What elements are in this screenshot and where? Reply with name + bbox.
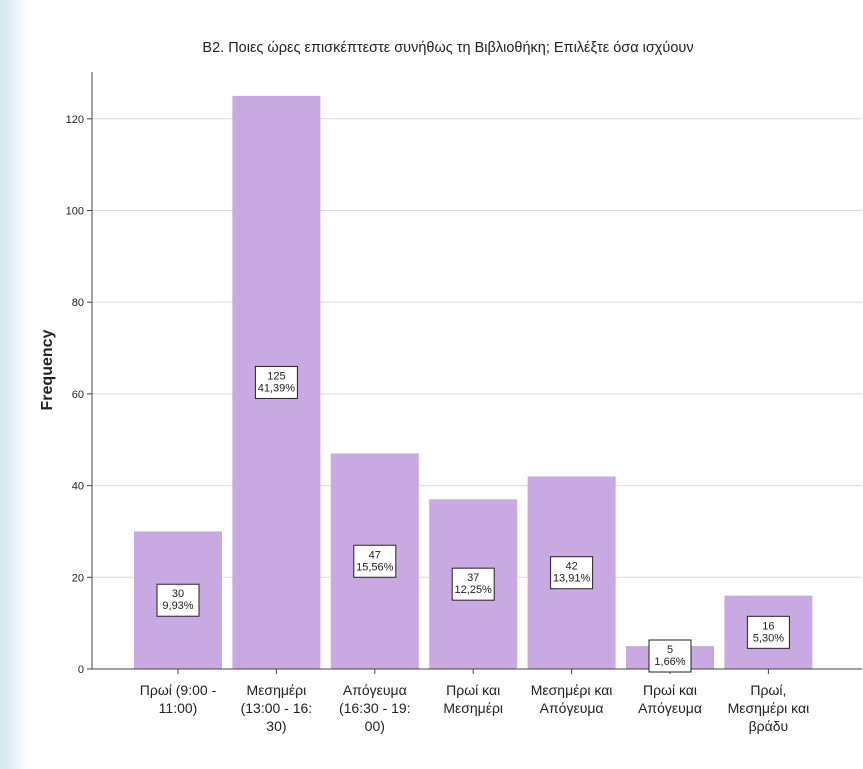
data-label: 16 [762,620,774,632]
data-label-box [353,544,397,578]
data-label-box [451,567,495,601]
x-tick-label: 11:00) [159,700,198,716]
data-label: 15,56% [356,561,394,573]
data-label: 42 [565,561,577,573]
y-tick-label: 120 [66,114,84,126]
x-tick-label: 30) [266,718,286,734]
axes [87,72,862,674]
data-label: 5 [667,644,673,656]
x-tick-label: Μεσημέρι [247,682,307,698]
y-tick-label: 60 [72,389,84,401]
data-label-box [156,583,200,617]
x-tick-label: Απόγευμα [638,700,702,716]
x-tick-label: 00) [365,718,385,734]
y-tick-label: 0 [78,664,84,676]
x-tick-label: Μεσημέρι και [728,700,810,716]
data-label: 30 [172,588,184,600]
y-tick-label: 20 [72,572,84,584]
y-tick-label: 40 [72,481,84,493]
data-label: 47 [369,549,381,561]
data-label: 41,39% [258,382,296,394]
y-axis-label: Frequency [39,329,56,410]
data-label: 12,25% [455,584,493,596]
x-tick-label: Πρωί (9:00 - [140,682,217,698]
x-tick-label: (13:00 - 16: [241,700,313,716]
data-label: 5,30% [753,632,784,644]
x-tick-label: Μεσημέρι και [531,682,613,698]
data-label: 37 [467,572,479,584]
x-tick-label: (16:30 - 19: [339,700,411,716]
x-tick-label: Πρωί και [446,682,500,698]
gridlines [92,118,862,578]
tick-labels: 0 20 40 60 80 100 120 Πρωί (9:00 - 11:00) Μεσημέρ… [66,114,810,734]
data-label: 13,91% [553,573,591,585]
x-tick-label: Πρωί, [750,682,786,698]
data-label-box [648,639,692,673]
data-label: 1,66% [654,656,685,668]
y-tick-label: 100 [66,206,84,218]
data-label-box [550,556,594,590]
x-tick-label: Πρωί και [643,682,697,698]
x-tick-label: Απόγευμα [343,682,407,698]
data-label: 9,93% [162,600,193,612]
y-tick-label: 80 [72,297,84,309]
data-label-box [746,615,790,649]
data-label: 125 [267,370,285,382]
data-label-box [254,365,298,399]
x-tick-label: Απόγευμα [540,700,604,716]
x-tick-label: βράδυ [749,718,789,734]
x-tick-label: Μεσημέρι [443,700,503,716]
chart-title: B2. Ποιες ώρες επισκέπτεστε συνήθως τη Β… [202,40,693,56]
